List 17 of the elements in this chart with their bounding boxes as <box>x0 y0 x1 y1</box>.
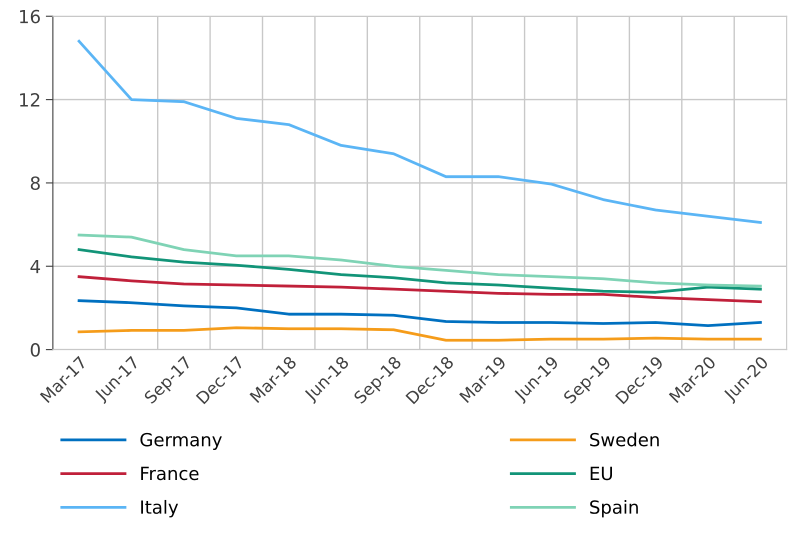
y-tick-label: 12 <box>20 93 40 106</box>
line-series <box>78 326 762 342</box>
legend-label: Italy <box>141 500 178 518</box>
legend-label: Spain <box>590 500 638 518</box>
legend-label: France <box>141 466 199 480</box>
y-tick-label: 8 <box>30 176 40 190</box>
legend-label: EU <box>590 466 612 480</box>
line-series <box>78 299 762 328</box>
line-series <box>78 275 762 304</box>
line-series <box>78 40 762 224</box>
legend-label: Sweden <box>590 432 659 446</box>
y-tick-label: 16 <box>20 10 40 24</box>
legend-label: Germany <box>140 432 222 450</box>
y-tick-label: 0 <box>30 343 40 357</box>
line-series <box>78 248 762 294</box>
y-tick-label: 4 <box>30 260 40 274</box>
line-series <box>78 234 762 288</box>
